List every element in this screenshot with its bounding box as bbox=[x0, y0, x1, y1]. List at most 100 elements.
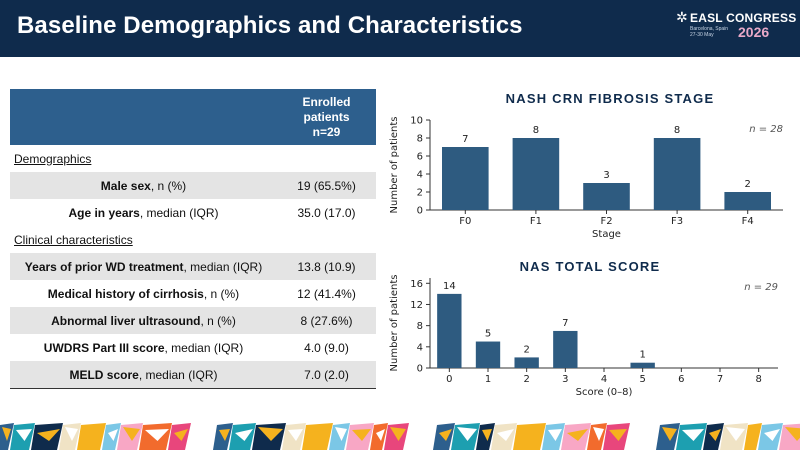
bar bbox=[437, 293, 462, 368]
footer-shape bbox=[174, 429, 188, 441]
bar-value-label: 7 bbox=[562, 318, 568, 329]
bar bbox=[442, 147, 489, 210]
section-title: Demographics bbox=[10, 145, 376, 172]
congress-logo: ✲ EASL CONGRESS Barcelona, Spain 27-30 M… bbox=[676, 9, 796, 43]
bar-value-label: 5 bbox=[485, 329, 491, 340]
row-label-rest: , median (IQR) bbox=[138, 367, 218, 382]
row-label-bold: Male sex bbox=[100, 178, 151, 193]
table-row: Abnormal liver ultrasound, n (%) 8 (27.6%… bbox=[10, 307, 376, 334]
x-axis-label: Score (0–8) bbox=[576, 387, 633, 398]
bar bbox=[512, 138, 560, 210]
bar bbox=[653, 138, 701, 210]
table-row: Medical history of cirrhosis, n (%) 12 (4… bbox=[10, 280, 376, 307]
row-label-rest: , median (IQR) bbox=[139, 205, 219, 220]
bar-value-label: 1 bbox=[639, 350, 645, 361]
footer-shape bbox=[219, 429, 230, 441]
bar-value-label: 8 bbox=[533, 125, 539, 136]
logo-year: 2026 bbox=[738, 24, 770, 40]
bar-value-label: 2 bbox=[745, 179, 751, 190]
footer-shape bbox=[2, 427, 11, 441]
y-tick-label: 2 bbox=[417, 188, 423, 199]
y-tick-label: 8 bbox=[417, 134, 423, 145]
footer-shape bbox=[145, 429, 169, 441]
footer-shape bbox=[457, 427, 477, 441]
bar bbox=[583, 183, 630, 210]
footer-shape bbox=[750, 429, 759, 441]
row-label-rest: , n (%) bbox=[203, 286, 240, 301]
footer-shape bbox=[235, 429, 253, 441]
row-label: Abnormal liver ultrasound, n (%) bbox=[10, 307, 277, 334]
footer-shape bbox=[519, 427, 543, 441]
y-tick-label: 0 bbox=[417, 364, 423, 375]
footer-shape bbox=[411, 429, 434, 441]
footer-shape bbox=[709, 429, 721, 441]
row-value: 35.0 (17.0) bbox=[277, 199, 376, 226]
row-label: Male sex, n (%) bbox=[10, 172, 277, 199]
x-tick-label: 0 bbox=[446, 374, 452, 385]
fibrosis-chart-title: NASH CRN FIBROSIS STAGE bbox=[505, 91, 715, 106]
x-tick-label: F1 bbox=[530, 216, 542, 227]
footer-shape bbox=[548, 429, 562, 441]
row-label-bold: Years of prior WD treatment bbox=[24, 259, 184, 274]
x-tick-label: 2 bbox=[523, 374, 529, 385]
column-header-line: patients bbox=[303, 109, 350, 124]
bar bbox=[724, 192, 771, 210]
row-value: 4.0 (9.0) bbox=[277, 334, 376, 361]
table-row: Age in years, median (IQR) 35.0 (17.0) bbox=[10, 199, 376, 226]
footer-shape bbox=[439, 429, 452, 441]
logo-subtext: Barcelona, Spain 27-30 May bbox=[690, 26, 729, 38]
table-row: Years of prior WD treatment, median (IQR… bbox=[10, 253, 376, 280]
section-title: Clinical characteristics bbox=[10, 226, 376, 253]
logo-text: EASL CONGRESS bbox=[690, 11, 797, 25]
column-header-line: Enrolled bbox=[302, 94, 351, 109]
bar-value-label: 2 bbox=[523, 344, 529, 355]
footer-shape bbox=[682, 429, 704, 441]
x-tick-label: 1 bbox=[485, 374, 491, 385]
sample-size-annotation: n = 28 bbox=[749, 124, 783, 135]
footer-shape bbox=[567, 429, 588, 441]
bar-value-label: 3 bbox=[603, 170, 609, 181]
table-section-row: Clinical characteristics bbox=[10, 226, 376, 253]
bar bbox=[475, 341, 501, 368]
table-row: MELD score, median (IQR) 7.0 (2.0) bbox=[10, 361, 376, 389]
table-column-header: Enrolled patients n=29 bbox=[277, 89, 376, 145]
bar-value-label: 7 bbox=[462, 134, 468, 145]
y-axis-label: Number of patients bbox=[389, 117, 400, 214]
y-tick-label: 12 bbox=[410, 300, 423, 311]
fibrosis-stage-chart: 0 2 4 6 8 10 7 F0 8 F1 3 F2 8 F3 2 F4 Stage Number of pat… bbox=[389, 116, 783, 240]
footer-shape bbox=[308, 429, 330, 441]
bar-value-label: 14 bbox=[443, 281, 456, 292]
y-axis-label: Number of patients bbox=[389, 275, 400, 372]
table-header-blank bbox=[10, 89, 277, 145]
row-value: 13.8 (10.9) bbox=[277, 253, 376, 280]
table-row: Male sex, n (%) 19 (65.5%) bbox=[10, 172, 376, 199]
footer-shape bbox=[335, 427, 347, 441]
x-tick-label: F2 bbox=[600, 216, 612, 227]
header-bar: Baseline Demographics and Characteristic… bbox=[0, 0, 800, 57]
footer-shape bbox=[83, 429, 103, 441]
logo-star-icon: ✲ bbox=[676, 9, 688, 25]
footer-shape bbox=[726, 427, 745, 441]
footer-shape bbox=[632, 429, 657, 441]
row-label: UWDRS Part III score, median (IQR) bbox=[10, 334, 277, 361]
row-label: Medical history of cirrhosis, n (%) bbox=[10, 280, 277, 307]
table-header-row: Enrolled patients n=29 bbox=[10, 89, 376, 145]
footer-shape bbox=[258, 427, 283, 441]
footer-shape bbox=[662, 427, 677, 441]
x-tick-label: 6 bbox=[678, 374, 684, 385]
row-label: Age in years, median (IQR) bbox=[10, 199, 277, 226]
row-value: 7.0 (2.0) bbox=[277, 361, 376, 389]
bar bbox=[553, 330, 578, 368]
row-value: 8 (27.6%) bbox=[277, 307, 376, 334]
row-label-bold: UWDRS Part III score bbox=[43, 340, 165, 355]
footer-shape bbox=[497, 429, 514, 441]
row-label-rest: , n (%) bbox=[150, 178, 187, 193]
row-label-bold: Age in years bbox=[68, 205, 140, 220]
footer-shape bbox=[37, 429, 60, 441]
row-label-bold: MELD score bbox=[69, 367, 139, 382]
footer-shape bbox=[352, 429, 371, 441]
row-value: 12 (41.4%) bbox=[277, 280, 376, 307]
y-tick-label: 8 bbox=[417, 321, 423, 332]
x-tick-label: 3 bbox=[562, 374, 568, 385]
